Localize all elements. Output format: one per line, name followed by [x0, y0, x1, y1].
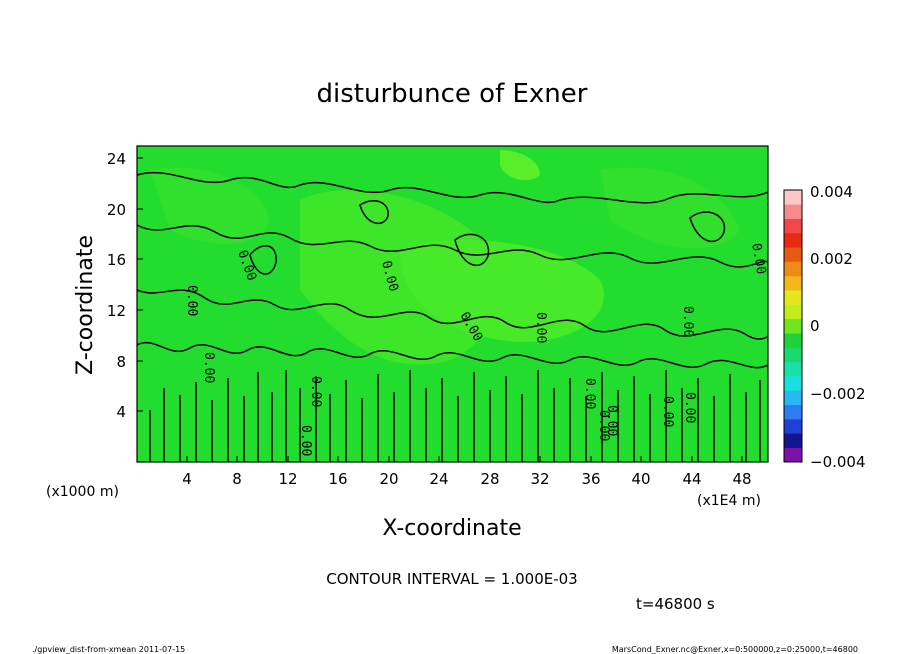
x-tick-label: 8	[232, 470, 242, 488]
contour-label: 0.00	[533, 312, 548, 343]
colorbar-segment	[784, 190, 802, 205]
colorbar-segment	[784, 404, 802, 420]
colorbar-segment	[784, 204, 802, 219]
x-tick-label: 28	[480, 470, 499, 488]
colorbar-label: 0	[810, 317, 820, 335]
colorbar-segment	[784, 433, 802, 448]
plot-frame	[136, 145, 769, 463]
contour-label: 0.00	[298, 425, 313, 456]
contour-label-group: 0.00 0.00 0.00 0.00 0.00 0.00 0.00 0.00 …	[184, 242, 768, 456]
x-tick-label: 32	[530, 470, 549, 488]
contour-label: 0.00	[680, 306, 695, 337]
contour-label: 0.00	[604, 405, 619, 436]
y-tick-label: 12	[107, 302, 126, 320]
chart-title: disturbunce of Exner	[317, 79, 588, 109]
y-tick-label: 24	[107, 150, 126, 168]
footer-left: ./gpview_dist-from-xmean 2011-07-15	[32, 645, 185, 654]
colorbar-segment	[784, 419, 802, 434]
contour-label: 0.00	[308, 376, 323, 407]
contour-label: 0.00	[201, 352, 216, 383]
colorbar-label: −0.004	[810, 453, 866, 471]
colorbar-segment	[784, 218, 802, 234]
x-tick-label: 16	[328, 470, 347, 488]
x-unit-left: (x1000 m)	[46, 484, 119, 500]
y-tick-label: 20	[107, 201, 126, 219]
x-tick-label: 24	[429, 470, 448, 488]
colorbar-segment	[784, 247, 802, 262]
y-tick-label: 4	[116, 403, 126, 421]
contour-label: 0.00	[748, 242, 768, 275]
x-tick-label: 12	[278, 470, 297, 488]
colorbar-labels: 0.004 0.002 0 −0.002 −0.004	[810, 183, 866, 471]
x-tick-label: 44	[682, 470, 701, 488]
axis-ticks	[137, 157, 743, 462]
x-tick-label: 20	[379, 470, 398, 488]
x-tick-label: 4	[182, 470, 192, 488]
field-shading	[150, 150, 740, 365]
y-tick-label: 8	[116, 353, 126, 371]
y-tick-labels: 4 8 12 16 20 24	[107, 150, 126, 421]
x-tick-labels: 4 8 12 16 20 24 28 32 36 40 44 48	[182, 470, 751, 488]
x-unit-right: (x1E4 m)	[697, 493, 761, 509]
colorbar-segment	[784, 447, 802, 463]
colorbar-segment	[784, 232, 802, 248]
contour-interval: CONTOUR INTERVAL = 1.000E-03	[326, 570, 577, 588]
time-label: t=46800 s	[636, 595, 715, 613]
x-axis-label: X-coordinate	[382, 516, 521, 541]
footer-right: MarsCond_Exner.nc@Exner,x=0:500000,z=0:2…	[612, 645, 858, 654]
colorbar-segment	[784, 304, 802, 320]
x-tick-label: 48	[732, 470, 751, 488]
contour-label: 0.00	[184, 285, 199, 316]
colorbar-segment	[784, 275, 802, 291]
colorbar-segment	[784, 318, 802, 334]
colorbar-label: 0.002	[810, 250, 853, 268]
contour-label: 0.00	[582, 378, 597, 409]
colorbar-label: −0.002	[810, 385, 866, 403]
x-tick-label: 40	[631, 470, 650, 488]
colorbar-segment	[784, 261, 802, 277]
colorbar-label: 0.004	[810, 183, 853, 201]
colorbar-segment	[784, 376, 802, 391]
colorbar-frame	[783, 189, 803, 463]
colorbar-segment	[784, 290, 802, 305]
colorbar-segment	[784, 361, 802, 377]
contour-label: 0.00	[596, 410, 611, 441]
y-axis-label: Z-coordinate	[73, 235, 98, 375]
contour-label: 0.00	[682, 392, 697, 423]
contour-lines	[137, 171, 768, 462]
y-tick-label: 16	[107, 251, 126, 269]
colorbar-segment	[784, 390, 802, 406]
colorbar-segment	[784, 333, 802, 348]
colorbar-segment	[784, 347, 802, 363]
contour-label: 0.00	[660, 396, 675, 427]
colorbar	[784, 190, 802, 463]
x-tick-label: 36	[581, 470, 600, 488]
